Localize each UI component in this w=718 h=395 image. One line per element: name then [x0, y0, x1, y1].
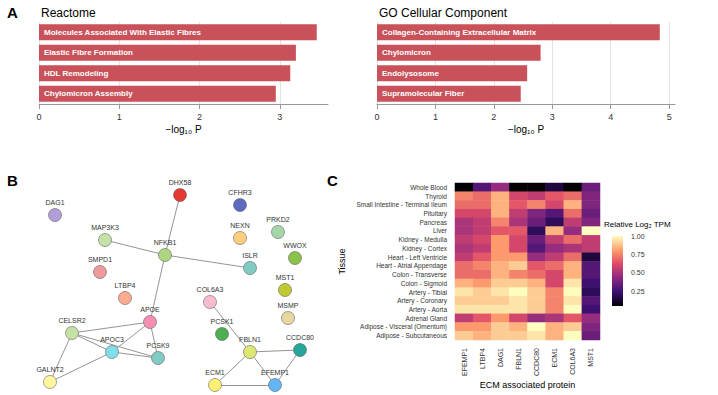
svg-text:2: 2 [491, 112, 496, 122]
svg-text:LTBP4: LTBP4 [115, 282, 136, 289]
svg-text:ISLR: ISLR [242, 252, 258, 259]
svg-text:Endolysosome: Endolysosome [382, 69, 439, 78]
svg-text:1: 1 [433, 112, 438, 122]
svg-text:Heart - Left Ventricle: Heart - Left Ventricle [388, 254, 448, 261]
svg-text:CCDC80: CCDC80 [286, 334, 314, 341]
svg-text:GALNT2: GALNT2 [36, 366, 63, 373]
svg-text:APOC3: APOC3 [100, 336, 124, 343]
svg-text:PRKD2: PRKD2 [266, 216, 289, 223]
svg-text:EFEMP1: EFEMP1 [461, 348, 468, 376]
svg-text:C: C [327, 172, 338, 189]
svg-text:Elastic Fibre Formation: Elastic Fibre Formation [44, 48, 133, 57]
svg-text:1.00: 1.00 [631, 233, 645, 240]
svg-text:MSMP: MSMP [278, 302, 299, 309]
svg-text:Artery - Coronary: Artery - Coronary [397, 297, 448, 305]
svg-text:Adipose - Visceral (Omentum): Adipose - Visceral (Omentum) [360, 323, 447, 331]
svg-text:Collagen-Containing Extracellu: Collagen-Containing Extracellular Matrix [382, 28, 537, 37]
svg-text:PCSK1: PCSK1 [211, 318, 234, 325]
svg-text:5: 5 [667, 112, 672, 122]
svg-text:2: 2 [197, 112, 202, 122]
svg-text:0: 0 [36, 112, 41, 122]
svg-text:COL6A3: COL6A3 [569, 348, 576, 375]
svg-text:MAP3K3: MAP3K3 [91, 224, 119, 231]
svg-text:FBLN1: FBLN1 [515, 348, 522, 370]
svg-text:NFKB1: NFKB1 [154, 239, 177, 246]
svg-text:Adipose - Subcutaneous: Adipose - Subcutaneous [376, 332, 448, 340]
svg-text:Artery - Aorta: Artery - Aorta [409, 306, 448, 314]
svg-text:Relative Log₂ TPM: Relative Log₂ TPM [604, 220, 671, 229]
svg-text:EFEMP1: EFEMP1 [261, 369, 289, 376]
svg-text:4: 4 [608, 112, 613, 122]
svg-text:COL6A3: COL6A3 [197, 286, 224, 293]
svg-text:Heart - Atrial Appendage: Heart - Atrial Appendage [376, 262, 447, 270]
svg-text:A: A [7, 4, 18, 21]
svg-text:ECM1: ECM1 [551, 348, 558, 368]
svg-text:DAG1: DAG1 [45, 199, 64, 206]
svg-text:Pancreas: Pancreas [420, 219, 448, 226]
svg-text:DHX58: DHX58 [169, 179, 192, 186]
svg-text:Reactome: Reactome [41, 6, 96, 20]
svg-text:Molecules Associated With Elas: Molecules Associated With Elastic Fibres [44, 28, 202, 37]
svg-text:CELSR2: CELSR2 [58, 317, 85, 324]
svg-text:0.50: 0.50 [631, 269, 645, 276]
svg-text:−log₁₀ P: −log₁₀ P [165, 124, 201, 135]
svg-text:Chylomicron: Chylomicron [382, 48, 431, 57]
svg-text:ECM1: ECM1 [205, 369, 225, 376]
svg-text:DAG1: DAG1 [497, 348, 504, 367]
svg-text:0: 0 [374, 112, 379, 122]
svg-text:Whole Blood: Whole Blood [410, 184, 447, 191]
svg-text:GO Cellular Component: GO Cellular Component [379, 6, 508, 20]
svg-text:Tissue: Tissue [337, 248, 347, 274]
svg-text:Adrenal Gland: Adrenal Gland [405, 315, 447, 322]
svg-text:APOE: APOE [140, 306, 160, 313]
svg-text:Thyroid: Thyroid [425, 193, 447, 201]
svg-text:Pituitary: Pituitary [424, 210, 448, 218]
svg-text:CFHR3: CFHR3 [228, 189, 251, 196]
svg-text:3: 3 [550, 112, 555, 122]
svg-text:CCDC80: CCDC80 [533, 348, 540, 376]
svg-text:HDL Remodeling: HDL Remodeling [44, 69, 108, 78]
svg-text:Colon - Sigmoid: Colon - Sigmoid [401, 280, 448, 288]
svg-text:Supramolecular Fiber: Supramolecular Fiber [382, 89, 464, 98]
svg-text:SMPD1: SMPD1 [88, 256, 112, 263]
svg-text:NEXN: NEXN [230, 222, 249, 229]
svg-text:Small Intestine - Terminal Ile: Small Intestine - Terminal Ileum [356, 201, 447, 208]
svg-text:FBLN1: FBLN1 [239, 336, 261, 343]
svg-text:1: 1 [117, 112, 122, 122]
svg-text:WWOX: WWOX [283, 242, 307, 249]
svg-text:Chylomicron Assembly: Chylomicron Assembly [44, 89, 133, 98]
svg-text:B: B [7, 172, 18, 189]
svg-text:0.75: 0.75 [631, 251, 645, 258]
svg-text:0.25: 0.25 [631, 288, 645, 295]
svg-text:LTBP4: LTBP4 [479, 348, 486, 369]
svg-text:PCSK9: PCSK9 [147, 342, 170, 349]
svg-text:Colon - Transverse: Colon - Transverse [392, 271, 447, 278]
svg-text:Liver: Liver [433, 227, 448, 234]
svg-text:MST1: MST1 [587, 348, 594, 367]
svg-text:Kidney - Medulla: Kidney - Medulla [399, 236, 448, 244]
svg-text:Artery - Tibial: Artery - Tibial [409, 289, 448, 297]
svg-text:Kidney - Cortex: Kidney - Cortex [402, 245, 448, 253]
svg-text:ECM associated protein: ECM associated protein [480, 380, 576, 390]
svg-text:MST1: MST1 [276, 274, 295, 281]
svg-text:3: 3 [277, 112, 282, 122]
svg-text:−log₁₀ P: −log₁₀ P [508, 124, 544, 135]
